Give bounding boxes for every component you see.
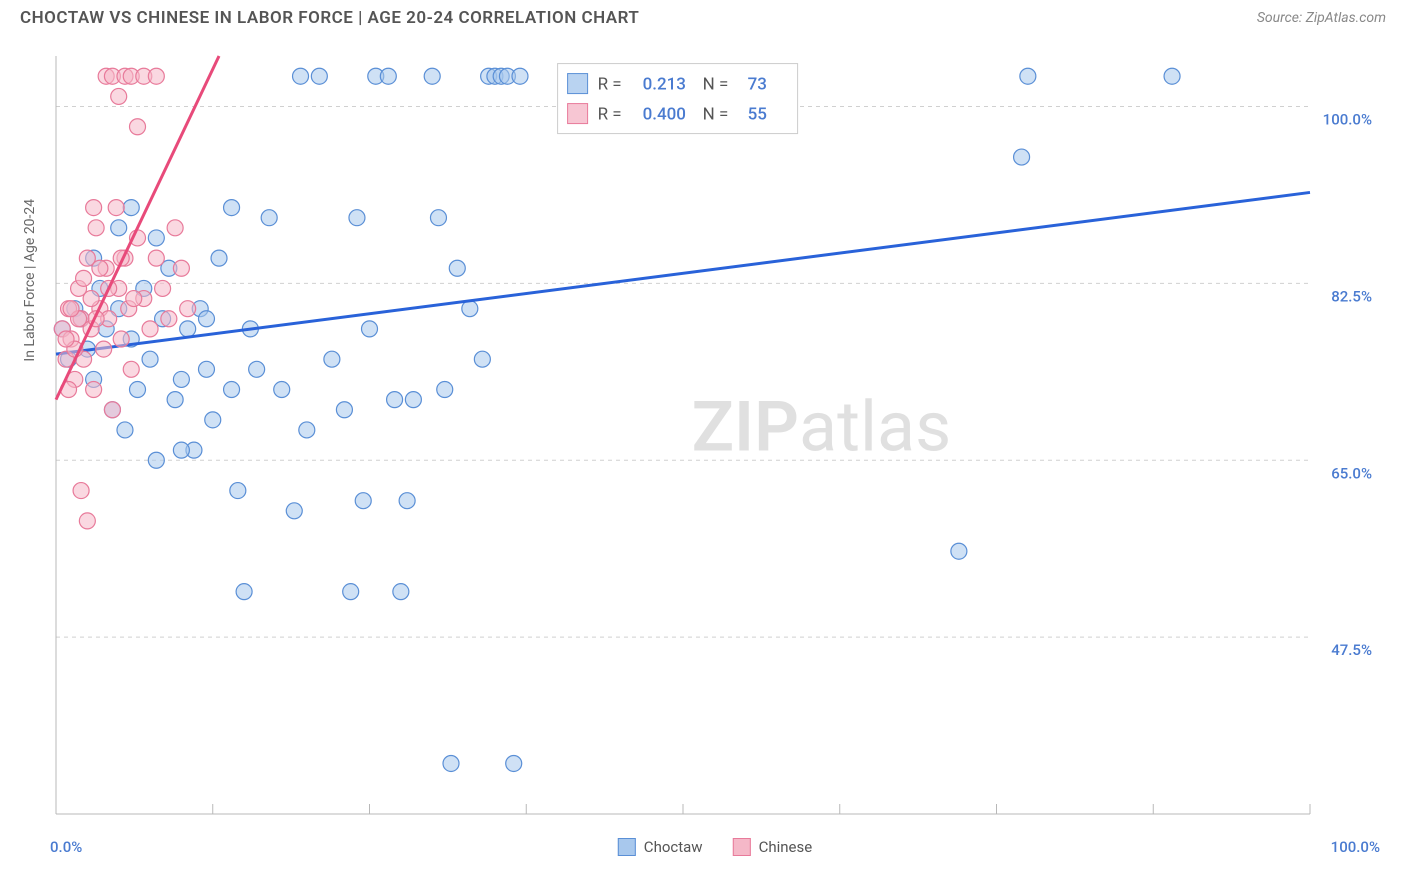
legend-label-choctaw: Choctaw bbox=[644, 838, 703, 856]
legend-swatch-choctaw bbox=[618, 838, 636, 856]
chart-container: In Labor Force | Age 20-24 47.5%65.0%82.… bbox=[50, 50, 1380, 820]
legend-label-chinese: Chinese bbox=[759, 838, 813, 856]
legend-swatch-chinese bbox=[733, 838, 751, 856]
y-axis-label: In Labor Force | Age 20-24 bbox=[22, 199, 38, 362]
svg-text:73: 73 bbox=[748, 75, 767, 95]
x-axis-min-label: 0.0% bbox=[50, 838, 82, 856]
svg-text:R =: R = bbox=[598, 105, 622, 125]
svg-text:R =: R = bbox=[598, 75, 622, 95]
svg-text:0.400: 0.400 bbox=[643, 105, 686, 125]
bottom-legend: Choctaw Chinese bbox=[618, 838, 812, 856]
chart-title: CHOCTAW VS CHINESE IN LABOR FORCE | AGE … bbox=[20, 8, 639, 28]
legend-item-choctaw: Choctaw bbox=[618, 838, 703, 856]
x-axis-max-label: 100.0% bbox=[1331, 838, 1380, 856]
svg-text:55: 55 bbox=[748, 105, 767, 125]
svg-text:0.213: 0.213 bbox=[643, 75, 686, 95]
svg-text:N =: N = bbox=[703, 105, 729, 125]
legend-item-chinese: Chinese bbox=[733, 838, 813, 856]
svg-text:N =: N = bbox=[703, 75, 729, 95]
svg-text:82.5%: 82.5% bbox=[1331, 287, 1372, 305]
x-axis-area: 0.0% Choctaw Chinese 100.0% bbox=[50, 830, 1380, 880]
svg-text:65.0%: 65.0% bbox=[1331, 464, 1372, 482]
source-attribution: Source: ZipAtlas.com bbox=[1257, 10, 1386, 26]
svg-text:ZIPatlas: ZIPatlas bbox=[692, 386, 952, 468]
scatter-plot: 47.5% 65.0% 82.5% 100.0% ZIPatlas R = 0.213 N =… bbox=[50, 50, 1380, 820]
svg-text:47.5%: 47.5% bbox=[1331, 641, 1372, 659]
svg-text:100.0%: 100.0% bbox=[1323, 111, 1372, 129]
